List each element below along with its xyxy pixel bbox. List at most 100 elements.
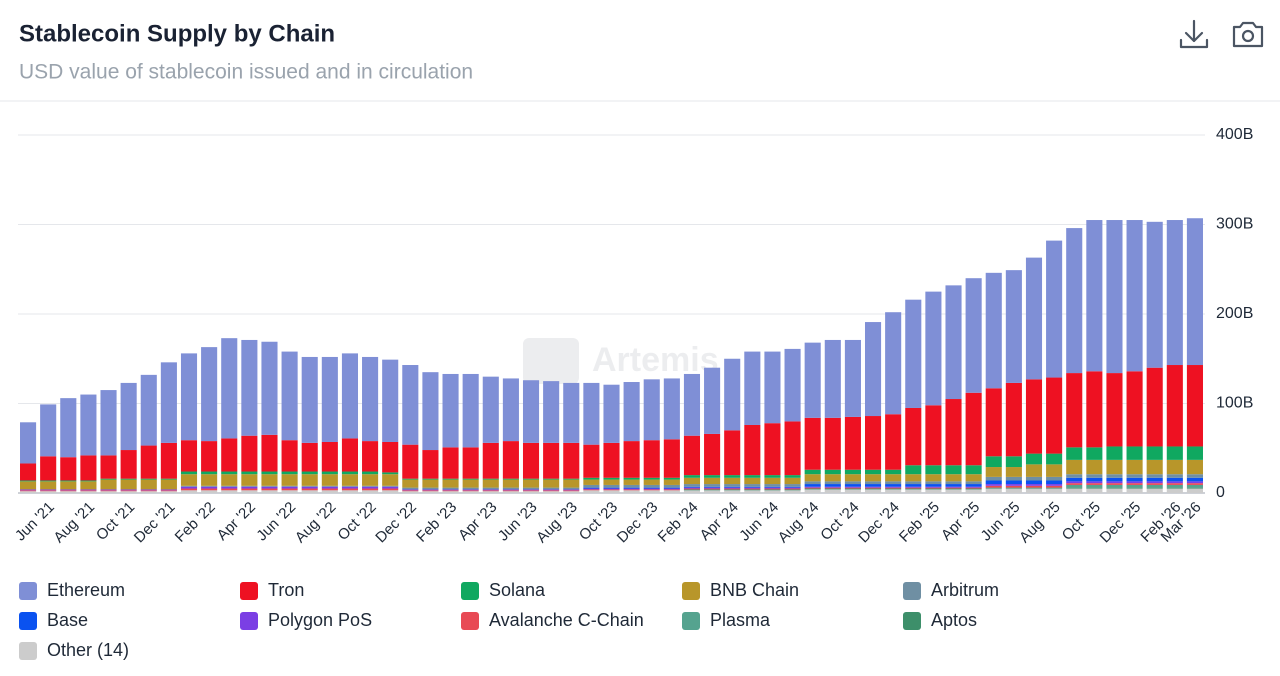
bar-segment [1005,456,1022,468]
bar-segment [422,487,439,490]
bar-segment [1126,484,1143,488]
legend-item[interactable]: Plasma [682,610,771,630]
bar-segment [60,398,77,458]
y-tick-label: 100B [1216,395,1253,412]
bar-segment [1066,447,1083,460]
bar-segment [1146,487,1163,489]
bar-segment [603,479,620,485]
bar-segment [965,474,982,482]
legend-item[interactable]: Ethereum [19,580,125,600]
bar-segment [1166,446,1183,460]
bar-segment [925,474,942,482]
bar-segment [905,489,922,493]
bar-segment [100,479,117,490]
watermark-logo [523,338,579,384]
legend-item[interactable]: BNB Chain [682,580,799,600]
legend-item[interactable]: Solana [461,580,546,600]
legend-item[interactable]: Other (14) [19,640,129,660]
bar-segment [683,486,701,488]
bar-segment [563,491,580,493]
watermark-group: Artemis [523,338,719,384]
bar-segment [100,491,117,493]
bar-segment [1025,480,1043,485]
bar-segment [1186,218,1203,366]
bar-segment [281,486,298,489]
bar-segment [1025,453,1043,465]
bar-segment [885,469,902,475]
legend-item[interactable]: Aptos [903,610,977,630]
bar-segment [321,486,338,489]
bar-segment [1186,459,1203,475]
bar-segment [201,486,218,489]
bar-segment [1166,220,1183,366]
bar-segment [663,477,680,480]
bar-segment [20,481,37,490]
bar-segment [704,433,721,476]
bar-segment [804,488,821,490]
bar-segment [683,487,701,489]
bar-segment [905,299,922,408]
bar-segment [824,487,841,489]
bar-segment [382,485,399,487]
legend-item[interactable]: Arbitrum [903,580,999,600]
bar-segment [663,489,680,491]
legend-item[interactable]: Tron [240,580,304,600]
legend-item[interactable]: Base [19,610,88,630]
bar-segment [402,487,419,490]
x-tick-label: Jun '21 [12,499,58,545]
bar-segment [1146,488,1163,493]
camera-icon[interactable] [1232,21,1264,48]
bar-segment [502,378,519,442]
bar-segment [543,487,560,490]
bar-segment [603,489,620,491]
legend-swatch [903,582,921,600]
download-icon[interactable] [1179,19,1209,49]
legend-label: Avalanche C-Chain [489,610,644,630]
bar-segment [100,490,117,492]
bar-segment [563,489,580,491]
bar-segment [1106,220,1123,374]
bar-segment [442,489,459,491]
legend-swatch [19,612,37,630]
bar-segment [744,488,761,490]
bar-segment [502,491,519,493]
bar-segment [100,489,117,491]
x-tick-label: Dec '22 [372,499,420,547]
x-tick-label: Oct '22 [334,499,379,544]
bar-segment [724,490,741,493]
bar-segment [1005,484,1022,486]
bar-segment [1086,477,1103,482]
bar-segment [724,484,741,487]
bar-segment [422,478,439,480]
bar-segment [341,486,359,489]
bar-segment [643,379,660,441]
bar-segment [1046,453,1063,465]
bar-segment [362,490,379,493]
bar-segment [442,447,459,479]
bar-segment [281,471,298,475]
bar-segment [1005,485,1022,488]
bar-segment [402,490,419,492]
bar-segment [543,490,560,492]
bar-segment [1186,477,1203,482]
bar-segment [241,488,258,491]
legend-item[interactable]: Polygon PoS [240,610,372,630]
bar-segment [1066,481,1083,484]
bar-segment [683,488,701,490]
bar-segment [623,484,640,488]
bar-segment [1066,228,1083,374]
bar-segment [864,486,882,488]
bar-segment [201,485,218,487]
bar-segment [100,390,117,456]
legend-item[interactable]: Avalanche C-Chain [461,610,644,630]
bar-segment [1066,487,1083,489]
bar-segment [201,471,218,475]
bar-segment [945,487,962,489]
bar-segment [462,490,479,492]
bar-segment [965,489,982,493]
bar-segment [663,439,680,478]
legend-label: Aptos [931,610,977,630]
x-tick-label: Aug '21 [50,499,98,547]
bar-segment [1126,371,1143,447]
bar-segment [1005,488,1022,493]
